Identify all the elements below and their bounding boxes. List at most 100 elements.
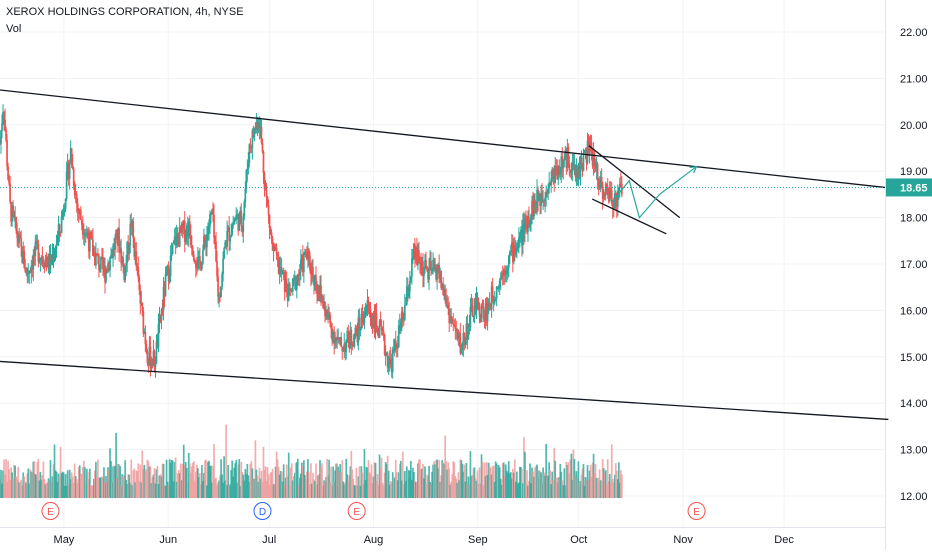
volume-bar xyxy=(262,446,265,498)
volume-bar xyxy=(428,465,430,498)
volume-bar xyxy=(494,461,497,498)
volume-bar xyxy=(420,469,422,498)
volume-bar xyxy=(574,475,577,498)
volume-bar xyxy=(586,465,589,498)
candle xyxy=(527,210,529,243)
candle xyxy=(405,276,408,306)
candle xyxy=(246,159,249,183)
volume-bar xyxy=(282,464,285,498)
volume-bar xyxy=(79,473,82,498)
volume-bar xyxy=(468,485,471,498)
volume-bar xyxy=(76,482,79,498)
candle xyxy=(588,136,591,164)
volume-bar xyxy=(610,444,613,498)
candle-body xyxy=(40,257,43,259)
volume-bar xyxy=(488,465,491,498)
candle-body xyxy=(106,270,108,272)
volume-bar xyxy=(268,485,271,498)
candle-body xyxy=(536,189,538,209)
candle-body xyxy=(406,286,409,297)
candle xyxy=(508,250,511,265)
candle xyxy=(170,242,173,261)
candle xyxy=(559,166,562,180)
candle-body xyxy=(579,157,582,178)
candle xyxy=(251,128,254,160)
volume-bar xyxy=(367,460,370,498)
volume-bar xyxy=(345,458,348,498)
candle-body xyxy=(87,238,90,252)
candle-body xyxy=(453,324,456,326)
candle-body xyxy=(222,258,224,275)
candle xyxy=(602,188,605,203)
candle-body xyxy=(423,267,425,277)
candle-body xyxy=(146,351,149,364)
volume-bar xyxy=(210,465,212,498)
candle-body xyxy=(386,353,389,368)
candle-body xyxy=(467,324,470,340)
candle xyxy=(145,339,148,355)
candle xyxy=(471,297,474,318)
candle xyxy=(422,253,424,288)
volume-bar xyxy=(214,478,216,498)
candle xyxy=(503,265,506,285)
volume-bar xyxy=(96,477,98,498)
candle xyxy=(294,275,297,291)
candle xyxy=(115,229,117,240)
candle-body xyxy=(245,170,248,190)
volume-bar xyxy=(444,435,447,498)
candle-body xyxy=(376,326,379,335)
candle-body xyxy=(422,261,424,277)
volume-bar xyxy=(293,472,296,498)
candle xyxy=(400,306,403,332)
candle-body xyxy=(596,163,599,181)
volume-bar xyxy=(450,481,453,498)
volume-bar xyxy=(548,462,551,498)
volume-bar xyxy=(515,481,517,498)
candle-body xyxy=(130,223,133,228)
candle-body xyxy=(417,250,419,265)
volume-bar xyxy=(501,463,504,498)
candle-body xyxy=(604,184,607,196)
candle-body xyxy=(410,276,412,282)
volume-bar xyxy=(576,478,579,498)
candle xyxy=(103,257,105,279)
candle-body xyxy=(418,250,420,263)
volume-bar xyxy=(94,470,96,498)
candle xyxy=(121,256,124,267)
candle xyxy=(83,228,86,247)
y-tick-label: 21.00 xyxy=(900,73,928,85)
volume-bar xyxy=(405,466,408,498)
candle xyxy=(594,158,597,173)
candle-body xyxy=(110,254,112,258)
volume-bar xyxy=(361,472,364,498)
volume-bar xyxy=(7,460,9,498)
candle xyxy=(30,259,33,284)
candle xyxy=(399,318,402,334)
candle-body xyxy=(5,129,7,141)
volume-bar xyxy=(265,481,268,498)
candle-body xyxy=(237,214,240,231)
candle xyxy=(392,338,395,354)
candle-body xyxy=(105,270,107,283)
candle xyxy=(151,358,154,369)
candle-body xyxy=(560,156,563,172)
volume-bar xyxy=(526,470,528,498)
candle xyxy=(363,307,366,330)
volume-bar xyxy=(5,459,7,498)
candle xyxy=(431,267,433,275)
candle-body xyxy=(71,165,74,169)
volume-bar xyxy=(264,466,267,498)
candle-body xyxy=(568,163,571,171)
candle xyxy=(256,117,259,136)
candle xyxy=(327,303,329,324)
candle xyxy=(211,208,213,215)
candle xyxy=(539,192,541,215)
candle xyxy=(401,307,404,328)
candle xyxy=(579,155,582,186)
volume-bar xyxy=(451,474,454,498)
volume-bars xyxy=(0,424,623,498)
candle xyxy=(268,214,271,240)
volume-bar xyxy=(541,483,543,498)
